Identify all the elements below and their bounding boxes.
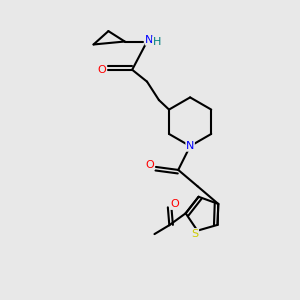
Text: N: N — [145, 35, 154, 45]
Text: O: O — [98, 65, 106, 75]
Text: N: N — [186, 141, 194, 151]
Text: O: O — [146, 160, 154, 170]
Text: H: H — [153, 37, 161, 47]
Text: O: O — [170, 200, 179, 209]
Text: S: S — [191, 229, 199, 238]
